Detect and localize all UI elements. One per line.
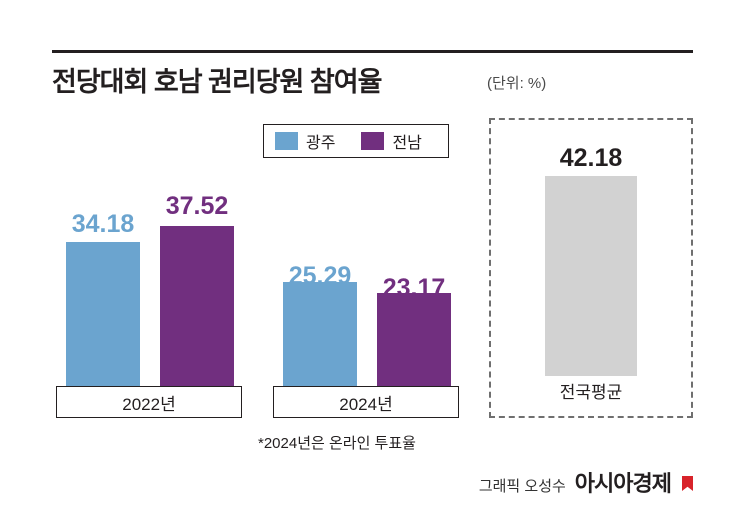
legend-item-jeonnam: 전남 xyxy=(361,125,422,157)
credit-brand: 아시아경제 xyxy=(574,471,672,496)
bar-value-2024-gwangju: 25.29 xyxy=(288,262,352,290)
bar-2022-jeonnam xyxy=(160,226,234,388)
bar-value-national-average: 42.18 xyxy=(559,144,623,172)
bar-value-2022-jeonnam: 37.52 xyxy=(165,192,229,220)
legend-label-gwangju: 광주 xyxy=(306,135,336,152)
bar-value-2024-jeonnam: 23.17 xyxy=(382,274,446,302)
group-label-2024: 2024년 xyxy=(273,386,459,418)
chart-legend: 광주 전남 xyxy=(263,124,449,158)
brand-mark-icon xyxy=(682,476,693,491)
credit-block: 그래픽 오성수 아시아경제 xyxy=(479,466,693,498)
chart-footnote: *2024년은 온라인 투표율 xyxy=(258,435,416,452)
group-label-2022: 2022년 xyxy=(56,386,242,418)
credit-author: 그래픽 오성수 xyxy=(478,478,566,495)
bar-2024-gwangju xyxy=(283,282,357,388)
bar-2022-gwangju xyxy=(66,242,140,388)
national-average-label: 전국평균 xyxy=(559,383,623,402)
group-label-2024-text: 2024년 xyxy=(339,394,393,414)
page-title: 전당대회 호남 권리당원 참여율 xyxy=(52,67,382,97)
legend-item-gwangju: 광주 xyxy=(275,125,335,157)
legend-label-jeonnam: 전남 xyxy=(392,135,422,152)
bar-value-2022-gwangju: 34.18 xyxy=(71,210,135,238)
bar-national-average xyxy=(545,176,637,376)
unit-label: (단위: %) xyxy=(487,75,547,92)
title-divider xyxy=(52,50,693,53)
bar-2024-jeonnam xyxy=(377,293,451,388)
legend-swatch-jeonnam xyxy=(361,132,385,150)
group-label-2022-text: 2022년 xyxy=(122,394,176,414)
legend-swatch-gwangju xyxy=(275,132,298,150)
